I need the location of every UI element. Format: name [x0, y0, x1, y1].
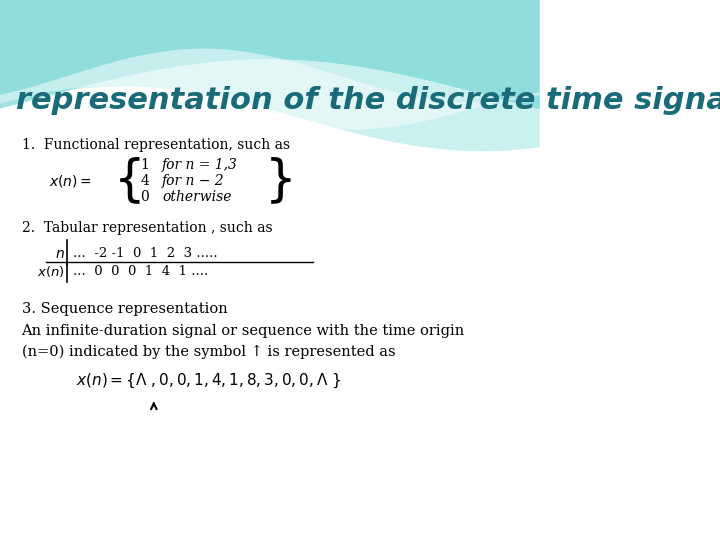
Text: 3. Sequence representation: 3. Sequence representation [22, 302, 228, 316]
Text: for n − 2: for n − 2 [162, 174, 225, 188]
Text: ...  0  0  0  1  4  1 ....: ... 0 0 0 1 4 1 .... [73, 265, 208, 278]
Text: 1.  Functional representation, such as: 1. Functional representation, such as [22, 138, 289, 152]
Text: $n$: $n$ [55, 247, 65, 261]
Text: $x(n)$: $x(n)$ [37, 264, 65, 279]
Polygon shape [0, 49, 540, 130]
Text: $x(n) =$: $x(n) =$ [48, 173, 91, 189]
Text: 4: 4 [140, 174, 149, 188]
Text: for n = 1,3: for n = 1,3 [162, 158, 238, 172]
Text: (n=0) indicated by the symbol ↑ is represented as: (n=0) indicated by the symbol ↑ is repre… [22, 345, 395, 359]
Text: 1: 1 [140, 158, 149, 172]
Polygon shape [0, 59, 540, 151]
Text: 0: 0 [140, 190, 149, 204]
Polygon shape [0, 0, 540, 110]
Text: $\}$: $\}$ [264, 156, 292, 206]
Text: representation of the discrete time signal: representation of the discrete time sign… [16, 86, 720, 116]
Text: $\{$: $\{$ [113, 156, 141, 206]
Text: $x(n) = \{\Lambda\ ,0,0,1,4,1,8,3,0,0,\Lambda\ \}$: $x(n) = \{\Lambda\ ,0,0,1,4,1,8,3,0,0,\L… [76, 372, 341, 390]
Text: An infinite-duration signal or sequence with the time origin: An infinite-duration signal or sequence … [22, 324, 465, 338]
Text: 2.  Tabular representation , such as: 2. Tabular representation , such as [22, 221, 272, 235]
Text: otherwise: otherwise [162, 190, 231, 204]
Text: ...  -2 -1  0  1  2  3 .....: ... -2 -1 0 1 2 3 ..... [73, 247, 217, 260]
